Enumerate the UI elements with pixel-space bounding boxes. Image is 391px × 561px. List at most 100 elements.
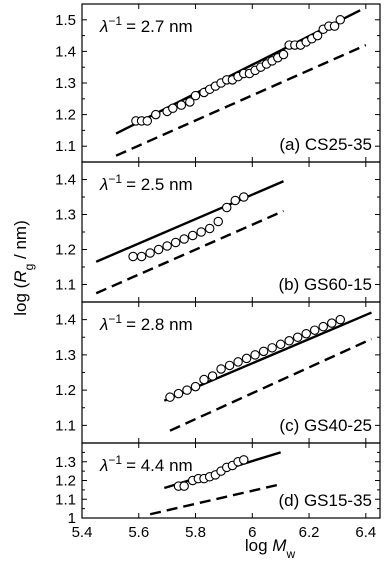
y-tick-label: 1 — [68, 510, 76, 527]
data-point — [233, 357, 243, 367]
lambda-value: = 2.7 nm — [126, 17, 193, 36]
y-axis-label-var: R — [11, 270, 30, 282]
data-point — [207, 371, 218, 381]
lambda-exponent: −1 — [108, 312, 122, 326]
y-tick-label: 1.1 — [55, 277, 76, 294]
data-point — [284, 336, 294, 346]
lambda-symbol: λ — [99, 315, 108, 334]
lambda-symbol: λ — [99, 17, 108, 36]
y-axis-label-pre: log ( — [11, 282, 30, 315]
panel-b: 1.1 1.2 1.3 1.4 λ−1 = 2.5 nm (b) GS60-15 — [55, 161, 381, 303]
data-point — [179, 481, 189, 491]
x-tick-label: 6 — [248, 524, 256, 541]
data-point — [335, 15, 346, 25]
lambda-symbol: λ — [99, 456, 108, 475]
data-point — [301, 328, 311, 339]
data-point — [162, 241, 172, 251]
lambda-exponent: −1 — [108, 172, 122, 186]
data-point — [185, 97, 195, 107]
x-tick-label: 6.4 — [355, 524, 376, 541]
x-axis-label-sub: w — [285, 547, 295, 561]
y-tick-label: 1.4 — [55, 172, 76, 189]
data-point — [312, 30, 323, 41]
x-axis: 5.4 5.6 5.8 6 6.2 6.4 — [72, 524, 377, 541]
panel-name: (a) CS25-35 — [279, 135, 372, 154]
y-tick-label: 1.2 — [55, 107, 76, 124]
lambda-exponent: −1 — [108, 14, 122, 28]
data-point — [176, 100, 187, 110]
data-point — [258, 346, 269, 357]
data-point — [278, 49, 289, 60]
data-point — [190, 381, 201, 392]
data-point — [241, 353, 252, 364]
data-point — [239, 192, 249, 202]
x-axis-label: log Mw — [245, 536, 296, 561]
y-axis-label: log (Rg / nm) — [11, 220, 36, 316]
data-point — [151, 109, 161, 120]
data-point — [318, 321, 328, 332]
data-point — [179, 234, 189, 244]
y-tick-label: 1.3 — [55, 75, 76, 92]
x-tick-label: 5.4 — [72, 524, 93, 541]
data-point — [190, 90, 201, 101]
data-point — [239, 455, 249, 465]
x-axis-label-var: M — [272, 536, 287, 555]
data-point — [204, 223, 215, 234]
y-axis-label-post: / nm) — [11, 220, 30, 263]
data-point — [136, 251, 147, 262]
lambda-label: λ−1 = 4.4 nm — [99, 453, 193, 475]
data-point — [335, 314, 346, 325]
fit-line — [95, 180, 284, 263]
data-point — [221, 202, 232, 213]
y-tick-label: 1.2 — [55, 473, 76, 490]
lambda-value: = 2.5 nm — [126, 175, 193, 194]
data-point — [168, 103, 178, 114]
x-tick-label: 5.6 — [128, 524, 149, 541]
data-point — [173, 388, 184, 399]
data-point — [275, 339, 286, 350]
data-point — [187, 230, 198, 241]
y-tick-label: 1.1 — [55, 138, 76, 155]
data-point — [216, 364, 226, 374]
y-tick-label: 1.1 — [55, 417, 76, 434]
data-point — [153, 244, 164, 255]
data-point — [145, 248, 155, 258]
data-point — [199, 374, 209, 385]
y-tick-label: 1.2 — [55, 242, 76, 259]
reference-line — [169, 337, 372, 432]
data-point — [165, 392, 175, 402]
data-point — [182, 385, 192, 395]
lambda-value: = 2.8 nm — [126, 315, 193, 334]
lambda-exponent: −1 — [108, 453, 122, 467]
y-tick-label: 1.3 — [55, 207, 76, 224]
panels: 1.11.21.31.41.5 λ−1 = 2.7 nm(a) CS25-351.1… — [55, 3, 381, 527]
lambda-value: = 4.4 nm — [126, 456, 193, 475]
data-point — [327, 318, 337, 328]
x-axis-label-main: log — [245, 536, 272, 555]
y-tick-label: 1.2 — [55, 382, 76, 399]
data-point — [213, 216, 223, 227]
x-tick-label: 6.2 — [299, 524, 320, 541]
y-axis-label-sub: g — [22, 264, 36, 271]
y-tick-label: 1.4 — [55, 312, 76, 329]
panel-c: 1.1 1.2 1.3 1.4 λ−1 = 2.8 nm (c) GS40-25 — [55, 301, 381, 444]
data-point — [230, 195, 241, 206]
data-point — [309, 325, 320, 335]
panel-a: 1.1 1.2 1.3 1.4 1.5 λ−1 = 2.7 nm (a) CS25-35 — [55, 3, 381, 163]
y-tick-label: 1.1 — [55, 491, 76, 508]
reference-line — [95, 209, 284, 295]
data-point — [224, 360, 235, 371]
y-tick-label: 1.3 — [55, 454, 76, 471]
lambda-label: λ−1 = 2.5 nm — [99, 172, 193, 194]
data-point — [170, 237, 181, 248]
data-point — [267, 343, 277, 353]
y-tick-label: 1.5 — [55, 12, 76, 29]
reference-line — [149, 483, 281, 516]
data-point — [142, 116, 153, 126]
data-point — [128, 251, 138, 262]
data-point — [292, 332, 303, 342]
panel-name: (c) GS40-25 — [279, 416, 372, 435]
lambda-label: λ−1 = 2.7 nm — [99, 14, 193, 36]
lambda-symbol: λ — [99, 175, 108, 194]
